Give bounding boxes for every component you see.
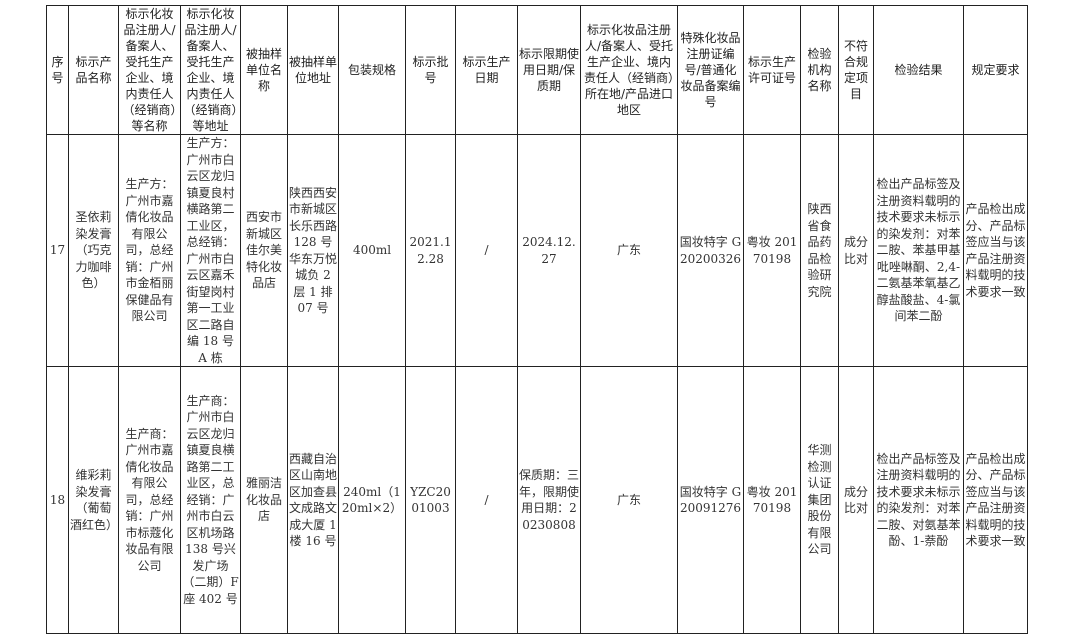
column-header: 不符合规定项目 bbox=[838, 5, 874, 135]
table-cell: 2024.12.27 bbox=[517, 134, 581, 367]
table-cell: 国妆特字 G20091276 bbox=[677, 366, 744, 634]
column-header: 检验机构名称 bbox=[800, 5, 839, 135]
header-row: 序号 标示产品名称 标示化妆品注册人/备案人、受托生产企业、境内责任人（经销商）等名… bbox=[46, 5, 1028, 135]
column-header: 被抽样单位地址 bbox=[287, 5, 339, 135]
table-cell: 产品检出成分、产品标签应当与该产品注册资料载明的技术要求一致 bbox=[963, 366, 1028, 634]
column-header: 规定要求 bbox=[963, 5, 1028, 135]
column-header: 标示化妆品注册人/备案人、受托生产企业、境内责任人（经销商）所在地/产品进口地区 bbox=[580, 5, 678, 135]
column-header: 标示化妆品注册人/备案人、受托生产企业、境内责任人（经销商）等地址 bbox=[180, 5, 241, 135]
column-header: 序号 bbox=[46, 5, 69, 135]
table-row: 18 维彩莉染发膏（葡萄酒红色） 生产商：广州市嘉倩化妆品有限公司，总经销：广州市标… bbox=[46, 366, 1028, 634]
table-cell: 广东 bbox=[580, 134, 678, 367]
table-cell: 生产方：广州市嘉倩化妆品有限公司，总经销：广州市金栢丽保健品有限公司 bbox=[118, 134, 181, 367]
table-cell: 华测检测认证集团股份有限公司 bbox=[800, 366, 839, 634]
table-cell: 西安市新城区佳尔美特化妆品店 bbox=[240, 134, 288, 367]
table-row: 17 圣依莉染发膏（巧克力咖啡色） 生产方：广州市嘉倩化妆品有限公司，总经销：广州市… bbox=[46, 134, 1028, 367]
column-header: 标示生产日期 bbox=[455, 5, 518, 135]
table-cell: 240ml（120ml×2） bbox=[338, 366, 406, 634]
table-cell: 生产商：广州市白云区龙归镇夏良横路第二工业区，总经销：广州市白云区机场路 138… bbox=[180, 366, 241, 634]
column-header: 特殊化妆品注册证编号/普通化妆品备案编号 bbox=[677, 5, 744, 135]
table-cell: 保质期：三年，限期使用日期：20230808 bbox=[517, 366, 581, 634]
table-cell: 检出产品标签及注册资料载明的技术要求未标示的染发剂：对苯二胺、对氨基苯酚、1-萘… bbox=[873, 366, 964, 634]
table-cell: / bbox=[455, 134, 518, 367]
table-cell: 生产商：广州市嘉倩化妆品有限公司，总经销：广州市标蔻化妆品有限公司 bbox=[118, 366, 181, 634]
table-cell: 圣依莉染发膏（巧克力咖啡色） bbox=[68, 134, 119, 367]
table-cell: 产品检出成分、产品标签应当与该产品注册资料载明的技术要求一致 bbox=[963, 134, 1028, 367]
column-header: 检验结果 bbox=[873, 5, 964, 135]
table-cell: / bbox=[455, 366, 518, 634]
table-cell: 陕西省食品药品检验研究院 bbox=[800, 134, 839, 367]
table-cell: 18 bbox=[46, 366, 69, 634]
table-cell: 雅丽洁化妆品店 bbox=[240, 366, 288, 634]
table-cell: 成分比对 bbox=[838, 366, 874, 634]
table-cell: 西藏自治区山南地区加查县文成路文成大厦 1 楼 16 号 bbox=[287, 366, 339, 634]
table-cell: 检出产品标签及注册资料载明的技术要求未标示的染发剂：对苯二胺、苯基甲基吡唑啉酮、… bbox=[873, 134, 964, 367]
table-cell: 陕西西安市新城区长乐西路 128 号华东万悦城负 2 层 1 排 07 号 bbox=[287, 134, 339, 367]
table-cell: 生产方：广州市白云区龙归镇夏良村横路第二工业区，总经销：广州市白云区嘉禾街望岗村… bbox=[180, 134, 241, 367]
column-header: 包装规格 bbox=[338, 5, 406, 135]
table-cell: 维彩莉染发膏（葡萄酒红色） bbox=[68, 366, 119, 634]
table-cell: 国妆特字 G20200326 bbox=[677, 134, 744, 367]
inspection-results-table: 序号 标示产品名称 标示化妆品注册人/备案人、受托生产企业、境内责任人（经销商）等名… bbox=[46, 5, 1028, 634]
column-header: 标示生产许可证号 bbox=[743, 5, 801, 135]
column-header: 标示批号 bbox=[405, 5, 456, 135]
table-cell: 2021.12.28 bbox=[405, 134, 456, 367]
table-cell: 17 bbox=[46, 134, 69, 367]
column-header: 被抽样单位名称 bbox=[240, 5, 288, 135]
table-cell: YZC2001003 bbox=[405, 366, 456, 634]
column-header: 标示产品名称 bbox=[68, 5, 119, 135]
column-header: 标示限期使用日期/保质期 bbox=[517, 5, 581, 135]
table-cell: 400ml bbox=[338, 134, 406, 367]
table-cell: 广东 bbox=[580, 366, 678, 634]
table-cell: 粤妆 20170198 bbox=[743, 134, 801, 367]
table-cell: 粤妆 20170198 bbox=[743, 366, 801, 634]
table-cell: 成分比对 bbox=[838, 134, 874, 367]
column-header: 标示化妆品注册人/备案人、受托生产企业、境内责任人（经销商）等名称 bbox=[118, 5, 181, 135]
